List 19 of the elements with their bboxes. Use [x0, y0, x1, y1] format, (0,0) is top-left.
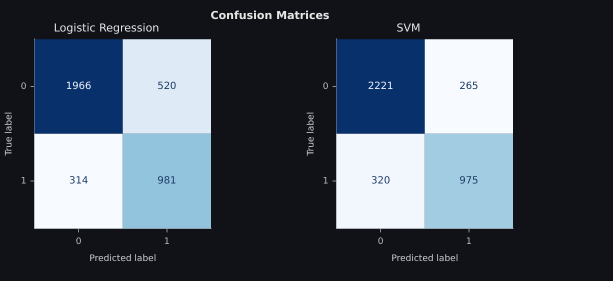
text: Confusion Matrices [210, 9, 330, 22]
x-axis-title: Predicted label [89, 254, 156, 264]
data-label: 314 [69, 176, 88, 187]
x-tick-label: 1 [466, 237, 472, 248]
y-axis-title: True label [306, 112, 317, 157]
x-tick-label: 1 [164, 237, 170, 248]
data-label: 981 [157, 176, 176, 187]
data-label: 265 [459, 81, 478, 92]
data-label: 1966 [66, 81, 92, 92]
data-label: 320 [371, 176, 390, 187]
chart-title: SVM [396, 21, 420, 34]
x-axis-title: Predicted label [391, 254, 458, 264]
data-label: 2221 [368, 81, 394, 92]
x-tick-label: 0 [378, 237, 384, 248]
data-label: 520 [157, 81, 176, 92]
y-axis-title: True label [4, 112, 15, 157]
x-tick-label: 0 [76, 237, 82, 248]
data-label: 975 [459, 176, 478, 187]
chart-title: Logistic Regression [54, 21, 160, 34]
